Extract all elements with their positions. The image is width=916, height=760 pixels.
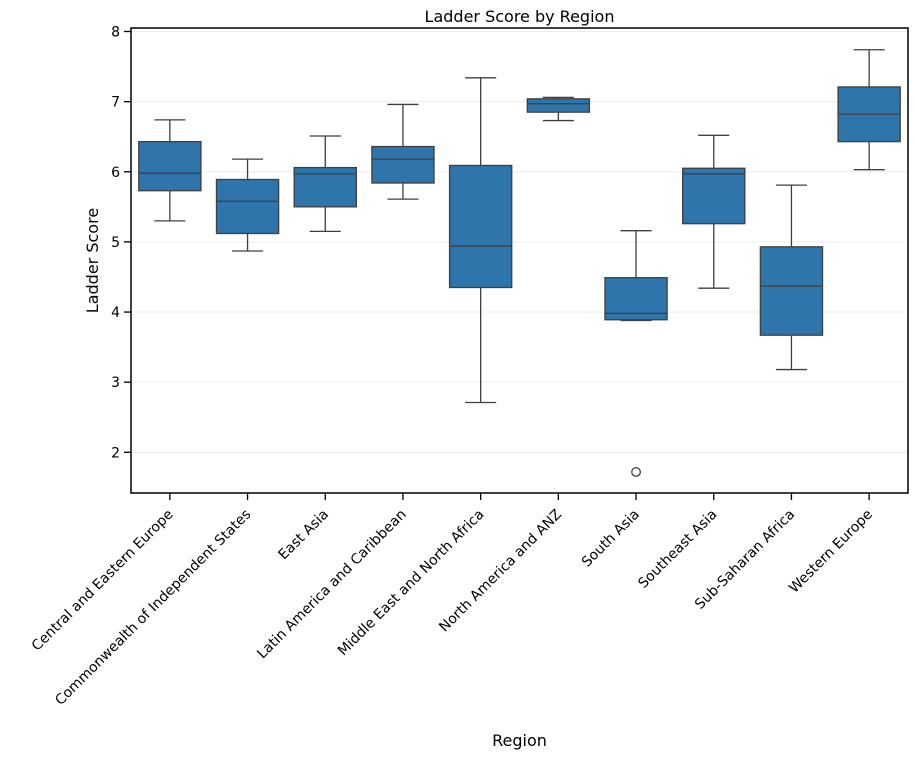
box-group <box>215 158 280 252</box>
y-tick-label: 5 <box>111 235 120 251</box>
box-group <box>682 134 746 289</box>
box-group <box>759 184 824 371</box>
iqr-box <box>526 98 591 113</box>
x-axis-label: Region <box>492 731 547 750</box>
x-tick-label: Southeast Asia <box>635 507 720 592</box>
box-group <box>293 135 357 233</box>
iqr-box <box>138 140 202 192</box>
iqr-box <box>215 178 280 235</box>
grid-lines <box>131 31 908 453</box>
box-group <box>138 119 202 222</box>
y-tick-label: 4 <box>111 305 120 321</box>
x-tick-label: Western Europe <box>786 507 876 597</box>
iqr-box <box>682 167 746 225</box>
box-group <box>837 49 901 171</box>
y-tick-label: 2 <box>111 445 120 461</box>
plot-frame <box>130 27 909 494</box>
box-series <box>138 49 901 477</box>
x-tick-label: Central and Eastern Europe <box>29 507 177 655</box>
iqr-box <box>759 246 824 336</box>
x-tick-label: East Asia <box>276 507 333 564</box>
x-tick-label: South Asia <box>579 507 643 571</box>
iqr-box <box>371 145 435 184</box>
y-tick-label: 6 <box>111 165 120 181</box>
x-tick-label: Latin America and Caribbean <box>254 507 410 663</box>
box-group <box>604 230 668 477</box>
y-axis: 2 3 4 5 6 7 8 <box>111 25 131 461</box>
box-group <box>448 77 513 404</box>
y-tick-label: 7 <box>111 95 120 111</box>
box-group <box>526 96 591 122</box>
iqr-box <box>448 164 513 289</box>
x-tick-label: Middle East and North Africa <box>335 507 488 660</box>
iqr-box <box>604 277 668 321</box>
y-tick-label: 3 <box>111 375 120 391</box>
y-axis-label: Ladder Score <box>83 208 102 313</box>
box-group <box>371 103 435 200</box>
chart-title: Ladder Score by Region <box>425 7 615 26</box>
outlier-point <box>631 467 642 477</box>
y-tick-label: 8 <box>111 25 120 41</box>
